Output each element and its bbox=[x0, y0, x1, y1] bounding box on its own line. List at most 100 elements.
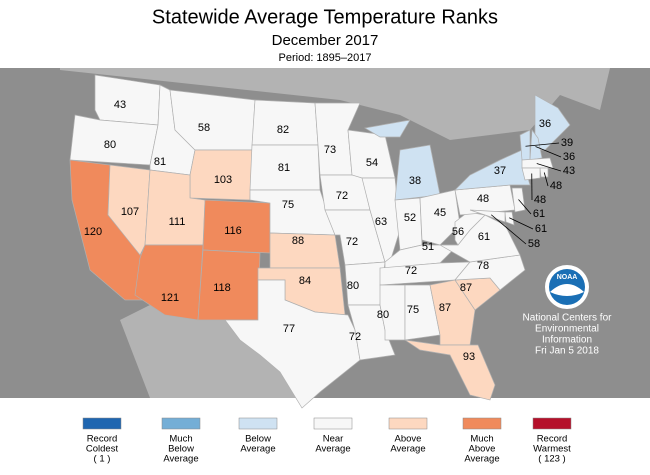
state bbox=[224, 279, 361, 409]
state-rank: 61 bbox=[533, 208, 545, 220]
state-rank: 48 bbox=[550, 180, 562, 192]
states bbox=[69, 74, 571, 409]
state-rank: 43 bbox=[563, 165, 575, 177]
state-rank: 107 bbox=[121, 206, 139, 218]
credit-line: Fri Jan 5 2018 bbox=[535, 346, 599, 357]
leader-line bbox=[518, 199, 532, 215]
legend-label: ( 1 ) bbox=[94, 454, 111, 465]
state-rank: 58 bbox=[528, 238, 540, 250]
state bbox=[519, 129, 531, 161]
legend-label: Below bbox=[245, 434, 271, 445]
state-rank: 73 bbox=[324, 144, 336, 156]
legend-swatch bbox=[161, 417, 201, 430]
state-rank: 82 bbox=[277, 124, 289, 136]
period: Period: 1895–2017 bbox=[279, 52, 372, 64]
state-rank: 61 bbox=[478, 231, 490, 243]
state bbox=[469, 209, 506, 223]
title: Statewide Average Temperature Ranks bbox=[152, 6, 498, 28]
state-rank: 80 bbox=[377, 309, 389, 321]
state-rank: 103 bbox=[214, 174, 232, 186]
state-rank: 36 bbox=[539, 118, 551, 130]
legend-label: ( 123 ) bbox=[538, 454, 565, 465]
legend-label: Near bbox=[323, 434, 344, 445]
leader-line bbox=[490, 214, 527, 245]
leader-line bbox=[536, 163, 562, 172]
state-rank: 61 bbox=[535, 223, 547, 235]
credit-line: Environmental bbox=[535, 324, 599, 335]
state-rank: 118 bbox=[213, 282, 231, 294]
leader-line bbox=[525, 142, 560, 147]
state bbox=[269, 232, 341, 269]
state-rank: 111 bbox=[169, 216, 186, 228]
state-rank: 120 bbox=[84, 226, 102, 238]
state bbox=[107, 164, 151, 256]
state-rank: 48 bbox=[534, 194, 546, 206]
legend-label: Warmest bbox=[533, 444, 571, 455]
state-rank: 45 bbox=[434, 207, 446, 219]
legend-label: Much bbox=[470, 434, 493, 445]
state-rank: 72 bbox=[336, 190, 348, 202]
state-rank: 72 bbox=[349, 331, 361, 343]
state bbox=[521, 167, 541, 181]
credit-line: Information bbox=[542, 335, 592, 346]
legend-label: Record bbox=[87, 434, 118, 445]
state-rank: 72 bbox=[346, 236, 358, 248]
legend-label: Average bbox=[464, 454, 499, 465]
state-rank: 58 bbox=[198, 122, 210, 134]
legend-swatch bbox=[388, 417, 428, 430]
state-rank: 93 bbox=[463, 351, 475, 363]
state-rank: 87 bbox=[439, 302, 451, 314]
state bbox=[504, 211, 515, 226]
state-rank: 84 bbox=[299, 275, 311, 287]
leader-line bbox=[543, 172, 549, 187]
legend-swatch bbox=[238, 417, 278, 430]
state bbox=[189, 149, 253, 201]
state-rank: 88 bbox=[292, 235, 304, 247]
state-rank: 52 bbox=[404, 212, 416, 224]
legend-label: Average bbox=[240, 444, 275, 455]
state-rank: 38 bbox=[409, 175, 421, 187]
legend-label: Average bbox=[390, 444, 425, 455]
legend-label: Average bbox=[315, 444, 350, 455]
state-rank: 116 bbox=[224, 225, 242, 237]
leader-line bbox=[535, 146, 562, 158]
state bbox=[419, 189, 461, 246]
state-rank: 80 bbox=[347, 280, 359, 292]
legend-label: Average bbox=[163, 454, 198, 465]
state-rank: 80 bbox=[104, 139, 116, 151]
state bbox=[539, 167, 549, 178]
state bbox=[251, 99, 319, 146]
legend-swatch bbox=[532, 417, 572, 430]
legend-swatch bbox=[82, 417, 122, 430]
state-rank: 48 bbox=[477, 193, 489, 205]
subtitle: December 2017 bbox=[272, 32, 379, 49]
state-rank: 43 bbox=[114, 99, 126, 111]
credit-line: National Centers for bbox=[523, 313, 613, 324]
legend-label: Below bbox=[168, 444, 194, 455]
state-rank: 39 bbox=[561, 137, 573, 149]
legend-label: Record bbox=[537, 434, 568, 445]
labels: 43 80 120 107 81 58 103 111 121 116 118 82 81 75 88 84 7… bbox=[84, 99, 575, 363]
legend-swatch bbox=[462, 417, 502, 430]
state-rank: 36 bbox=[563, 151, 575, 163]
state bbox=[521, 157, 554, 169]
legend-label: Much bbox=[169, 434, 192, 445]
mexico bbox=[120, 300, 300, 398]
state-rank: 87 bbox=[460, 282, 472, 294]
canada bbox=[60, 68, 610, 140]
state-rank: 121 bbox=[161, 292, 179, 304]
state-rank: 37 bbox=[494, 165, 506, 177]
credits: National Centers forEnvironmentalInforma… bbox=[523, 313, 613, 357]
leader-line bbox=[509, 217, 534, 230]
legend-swatch bbox=[313, 417, 353, 430]
logo-text: NOAA bbox=[557, 274, 578, 281]
state-rank: 51 bbox=[422, 241, 434, 253]
state-rank: 78 bbox=[477, 260, 489, 272]
state-rank: 75 bbox=[282, 199, 294, 211]
state-rank: 75 bbox=[407, 304, 419, 316]
state-rank: 77 bbox=[283, 323, 295, 335]
legend-label: Above bbox=[469, 444, 496, 455]
state-rank: 63 bbox=[375, 216, 387, 228]
